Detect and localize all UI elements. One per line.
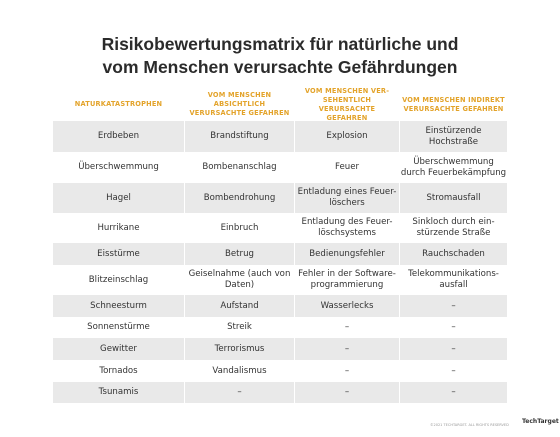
table-cell: Einbruch [185, 213, 295, 243]
table-cell: Feuer [295, 152, 400, 183]
table-cell: Telekommunikations- ausfall [408, 269, 499, 290]
table-cell: Entladung des Feuer- löschsystems [295, 213, 400, 243]
table-row: Erdbeben Brandstiftung Explosion Einstürzen… [53, 121, 507, 152]
table-cell: Hurrikane [53, 213, 185, 243]
table-cell: – [451, 365, 456, 376]
header-row: NATURKATASTROPHEN VOM MENSCHEN ABSICHTLIC… [53, 87, 507, 122]
table-cell: – [451, 387, 456, 397]
table-cell: – [185, 382, 295, 403]
table-row: Tsunamis – – – [53, 382, 507, 403]
table-row: Hurrikane Einbruch Entladung des Feuer- lö… [53, 213, 507, 243]
table-cell: Erdbeben [53, 121, 185, 152]
title: Risikobewertungsmatrix für natürliche un… [101, 34, 459, 77]
table-cell: Aufstand [185, 295, 295, 317]
table-cell: Überschwemmung [53, 152, 185, 183]
table-row: Schneesturm Aufstand Wasserlecks – [53, 295, 507, 317]
table-cell: Fehler in der Software- programmierung [295, 265, 400, 295]
table-cell: Streik [185, 317, 295, 338]
column-header: NATURKATASTROPHEN [53, 88, 185, 121]
table-row: Überschwemmung Bombenanschlag Feuer Übersch… [53, 152, 507, 183]
table-row: Tornados Vandalismus – – [53, 360, 507, 382]
table-cell: Bombendrohung [185, 183, 295, 213]
table-cell: Sonnenstürme [53, 317, 185, 338]
table-cell: – [295, 360, 400, 382]
table-cell: Bedienungsfehler [295, 243, 400, 265]
table-cell: Vandalismus [185, 360, 295, 382]
table-cell: Explosion [295, 121, 400, 152]
table-cell: Einstürzende Hochstraße [425, 125, 482, 147]
table-cell: Brandstiftung [185, 121, 295, 152]
table-cell: – [451, 300, 456, 311]
table-row: Blitzeinschlag Geiselnahme (auch von Date… [53, 265, 507, 295]
table-cell: Hagel [53, 183, 185, 213]
column-header: VOM MENSCHEN INDIREKT VERURSACHTE GEFAHR… [402, 95, 505, 113]
risk-table: NATURKATASTROPHEN VOM MENSCHEN ABSICHTLIC… [53, 87, 507, 403]
table-row: Eisstürme Betrug Bedienungsfehler Rauchscha… [53, 243, 507, 265]
table-cell: Terrorismus [185, 338, 295, 360]
table-cell: Überschwemmung durch Feuerbekämpfung [400, 156, 507, 178]
table-cell: Tsunamis [53, 382, 185, 403]
table-cell: – [295, 382, 400, 403]
copyright: ©2021 TECHTARGET. ALL RIGHTS RESERVED [430, 423, 509, 427]
table-cell: – [451, 322, 456, 332]
table-cell: Stromausfall [426, 192, 481, 203]
table-row: Hagel Bombendrohung Entladung eines Feuer-… [53, 183, 507, 213]
table-cell: Bombenanschlag [185, 152, 295, 183]
table-cell: Blitzeinschlag [53, 265, 185, 295]
table-cell: – [295, 338, 400, 360]
table-cell: Rauchschaden [422, 248, 485, 259]
table-cell: Schneesturm [53, 295, 185, 317]
table-row: Sonnenstürme Streik – – [53, 317, 507, 338]
column-header: VOM MENSCHEN VER- SEHENTLICH VERURSACHTE… [295, 87, 400, 122]
table-cell: – [295, 317, 400, 338]
table-cell: Sinkloch durch ein- stürzende Straße [412, 217, 495, 238]
table-cell: Geiselnahme (auch von Daten) [185, 265, 295, 295]
column-header: VOM MENSCHEN ABSICHTLICH VERURSACHTE GEF… [185, 88, 295, 121]
table-cell: – [451, 343, 456, 354]
table-cell: Tornados [53, 360, 185, 382]
table-cell: Gewitter [53, 338, 185, 360]
logo: TechTarget [522, 418, 559, 425]
table-row: Gewitter Terrorismus – – [53, 338, 507, 360]
table-cell: Betrug [185, 243, 295, 265]
table-cell: Eisstürme [53, 243, 185, 265]
table-cell: Wasserlecks [295, 295, 400, 317]
table-cell: Entladung eines Feuer- löschers [295, 183, 400, 213]
